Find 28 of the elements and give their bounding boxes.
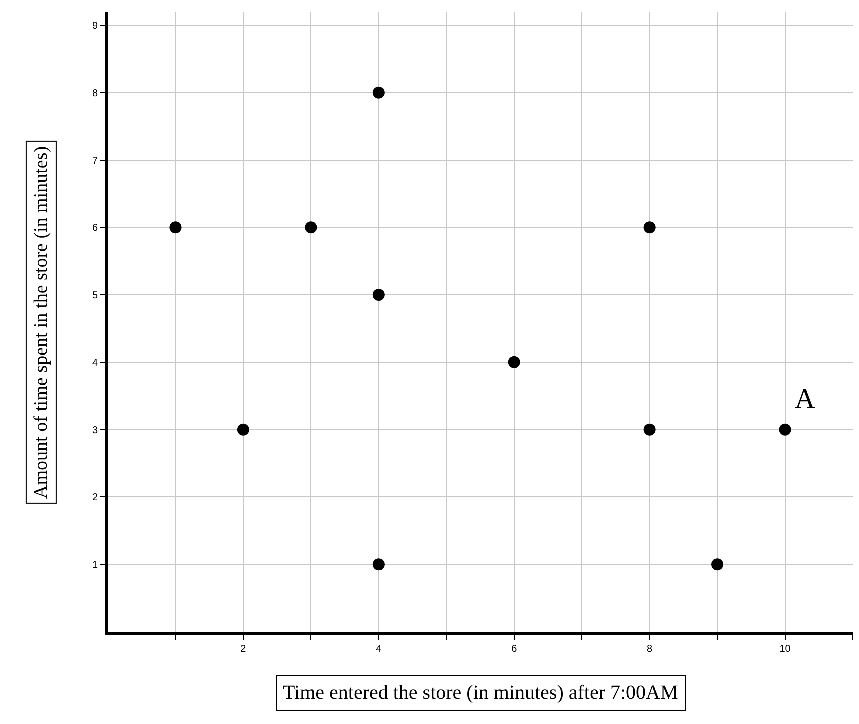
point: [372, 558, 385, 571]
point: [372, 289, 385, 302]
x-tick-label: 4: [376, 644, 382, 655]
point: [305, 222, 318, 234]
y-tick-label: 2: [92, 492, 98, 504]
x-axis-title: Time entered the store (in minutes) after 7:00AM: [283, 682, 678, 704]
x-tick-label: 10: [780, 644, 792, 655]
point: [372, 86, 385, 99]
y-tick-label: 8: [92, 88, 98, 100]
y-tick-label: 5: [92, 290, 98, 302]
y-tick-label: 3: [92, 425, 98, 436]
x-tick-label: 6: [512, 644, 518, 655]
y-tick-label: 7: [92, 156, 98, 167]
point: [508, 356, 520, 368]
x-tick-label: 8: [647, 644, 654, 655]
y-axis-title: Amount of time spent in the store (in minutes): [30, 146, 52, 499]
point: [779, 424, 792, 436]
x-tick-label: 2: [240, 644, 247, 655]
y-tick-label: 4: [92, 358, 98, 369]
point: [644, 222, 656, 234]
y-tick-label: 1: [92, 560, 98, 572]
annotation: A: [795, 384, 816, 415]
point: [644, 424, 656, 436]
y-tick-label: 6: [92, 223, 98, 234]
point: [712, 558, 724, 571]
point: [237, 424, 250, 436]
y-tick-label: 9: [92, 20, 98, 32]
point: [170, 222, 182, 234]
